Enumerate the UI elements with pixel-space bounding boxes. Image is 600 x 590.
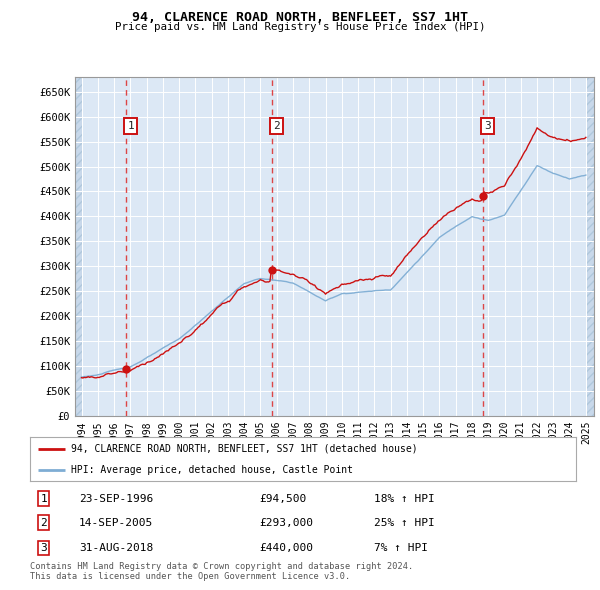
Text: 1: 1: [127, 121, 134, 131]
Text: 23-SEP-1996: 23-SEP-1996: [79, 494, 154, 503]
Text: 3: 3: [484, 121, 491, 131]
Text: 2: 2: [274, 121, 280, 131]
Text: £94,500: £94,500: [259, 494, 307, 503]
Bar: [587, 77, 594, 416]
Text: 18% ↑ HPI: 18% ↑ HPI: [374, 494, 435, 503]
Text: £293,000: £293,000: [259, 518, 313, 528]
Text: 94, CLARENCE ROAD NORTH, BENFLEET, SS7 1HT (detached house): 94, CLARENCE ROAD NORTH, BENFLEET, SS7 1…: [71, 444, 418, 454]
Text: Contains HM Land Registry data © Crown copyright and database right 2024.: Contains HM Land Registry data © Crown c…: [30, 562, 413, 571]
Bar: [75, 77, 82, 416]
Text: 25% ↑ HPI: 25% ↑ HPI: [374, 518, 435, 528]
Text: 3: 3: [40, 543, 47, 553]
Text: 7% ↑ HPI: 7% ↑ HPI: [374, 543, 428, 553]
Text: HPI: Average price, detached house, Castle Point: HPI: Average price, detached house, Cast…: [71, 465, 353, 475]
Text: 14-SEP-2005: 14-SEP-2005: [79, 518, 154, 528]
Text: Price paid vs. HM Land Registry's House Price Index (HPI): Price paid vs. HM Land Registry's House …: [115, 22, 485, 32]
Text: 94, CLARENCE ROAD NORTH, BENFLEET, SS7 1HT: 94, CLARENCE ROAD NORTH, BENFLEET, SS7 1…: [132, 11, 468, 24]
Text: 2: 2: [40, 518, 47, 528]
Text: £440,000: £440,000: [259, 543, 313, 553]
Text: 1: 1: [40, 494, 47, 503]
Text: This data is licensed under the Open Government Licence v3.0.: This data is licensed under the Open Gov…: [30, 572, 350, 581]
Text: 31-AUG-2018: 31-AUG-2018: [79, 543, 154, 553]
